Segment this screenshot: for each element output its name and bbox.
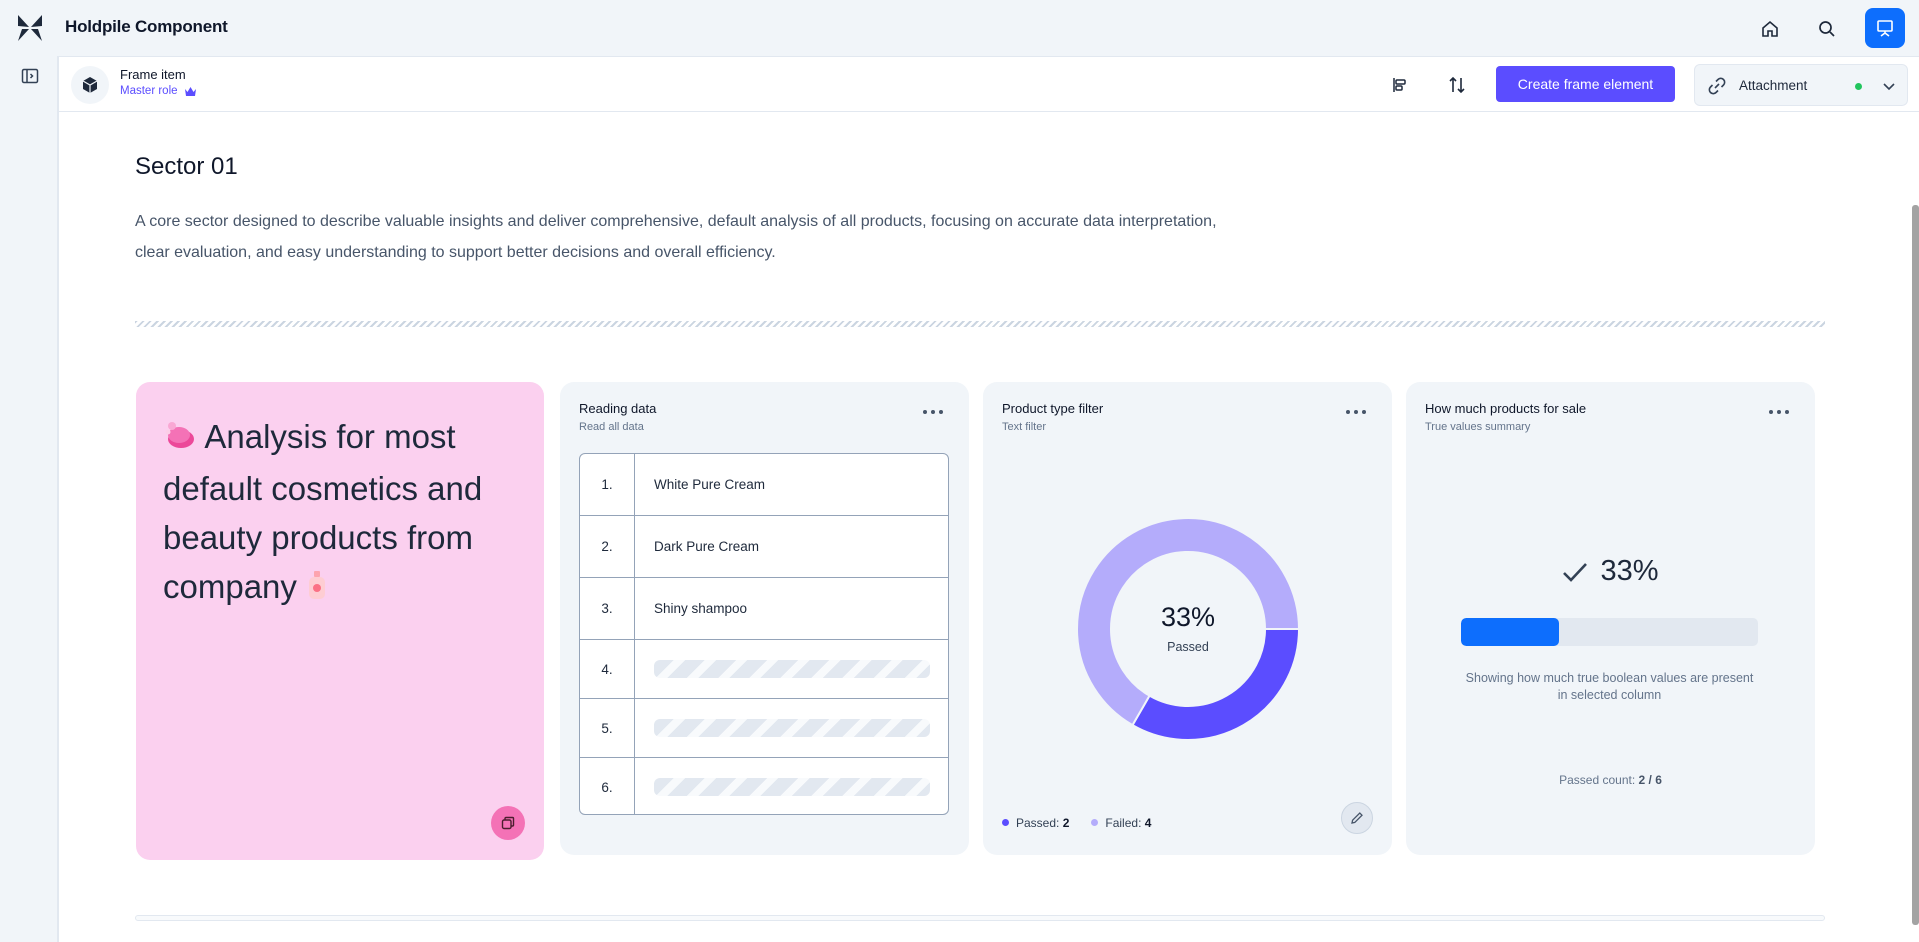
row-value: Shiny shampoo	[654, 601, 748, 616]
align-icon[interactable]	[1386, 71, 1414, 99]
table-row[interactable]: 3. Shiny shampoo	[580, 578, 948, 640]
hero-text: Analysis for most default cosmetics and …	[163, 418, 483, 605]
donut-center-label: Passed	[1167, 640, 1209, 654]
loading-placeholder	[654, 660, 930, 678]
card-title: How much products for sale	[1425, 401, 1587, 416]
scrollbar[interactable]	[1912, 205, 1919, 925]
crown-icon	[184, 86, 196, 96]
copy-button[interactable]	[491, 806, 525, 840]
table-row[interactable]: 4.	[580, 640, 948, 699]
passed-count: Passed count: 2 / 6	[1559, 773, 1662, 787]
card-title: Reading data	[579, 401, 657, 416]
loading-placeholder	[654, 719, 930, 737]
frame-role-label: Master role	[120, 85, 178, 97]
hero-card: Analysis for most default cosmetics and …	[136, 382, 544, 860]
home-icon[interactable]	[1754, 13, 1786, 45]
row-value: Dark Pure Cream	[654, 539, 760, 554]
frame-role[interactable]: Master role	[120, 85, 197, 97]
product-type-filter-card: Product type filter Text filter 33% Pass…	[983, 382, 1392, 855]
row-number: 2.	[580, 516, 635, 577]
donut-chart: 33% Passed	[1076, 517, 1301, 741]
link-icon	[1707, 76, 1727, 101]
attachment-label: Attachment	[1739, 78, 1808, 93]
lotion-bottle-icon	[306, 565, 328, 614]
more-options-icon[interactable]	[1769, 410, 1789, 416]
summary-percent: 33%	[1406, 555, 1815, 588]
presentation-icon[interactable]	[1865, 8, 1905, 48]
table-row[interactable]: 5.	[580, 699, 948, 758]
sector-title: Sector 01	[135, 153, 238, 180]
chevron-down-icon	[1881, 78, 1897, 99]
check-icon	[1563, 562, 1588, 582]
divider-bottom	[135, 915, 1825, 921]
progress-bar	[1461, 618, 1758, 646]
donut-percent: 33%	[1160, 602, 1216, 632]
create-frame-element-button[interactable]: Create frame element	[1496, 66, 1675, 102]
sector-description: A core sector designed to describe valua…	[135, 213, 1217, 261]
frame-toolbar: Frame item Master role Create frame elem…	[59, 57, 1919, 112]
search-icon[interactable]	[1811, 13, 1843, 45]
row-number: 3.	[580, 578, 635, 639]
more-options-icon[interactable]	[1346, 410, 1366, 416]
row-number: 6.	[580, 758, 635, 814]
copy-icon	[501, 816, 515, 830]
divider	[135, 321, 1825, 327]
progress-fill	[1461, 618, 1559, 646]
main-panel: Frame item Master role Create frame elem…	[58, 56, 1919, 942]
attachment-dropdown[interactable]: Attachment	[1694, 64, 1908, 106]
left-rail	[0, 56, 58, 942]
frame-title: Frame item	[120, 67, 186, 82]
app-logo-icon[interactable]	[16, 13, 44, 43]
sort-icon[interactable]	[1443, 71, 1471, 99]
status-dot	[1855, 83, 1862, 90]
table-row[interactable]: 2. Dark Pure Cream	[580, 516, 948, 578]
row-number: 1.	[580, 454, 635, 515]
donut-slice-failed	[1076, 517, 1301, 727]
row-value: White Pure Cream	[654, 477, 766, 492]
sidebar-toggle-icon[interactable]	[20, 66, 40, 86]
pencil-icon	[1351, 812, 1363, 824]
data-table: 1. White Pure Cream 2. Dark Pure Cream 3…	[579, 453, 949, 815]
card-subtitle: True values summary	[1425, 421, 1531, 433]
legend-failed: Failed: 4	[1091, 816, 1151, 830]
top-bar: Holdpile Component	[0, 0, 1919, 56]
summary-description: Showing how much true boolean values are…	[1465, 671, 1754, 702]
card-subtitle: Text filter	[1002, 421, 1047, 433]
soap-icon	[163, 415, 197, 464]
card-title: Product type filter	[1002, 401, 1104, 416]
hero-heading: Analysis for most default cosmetics and …	[163, 412, 533, 614]
app-title: Holdpile Component	[65, 17, 228, 36]
products-for-sale-card: How much products for sale True values s…	[1406, 382, 1815, 855]
legend-passed: Passed: 2	[1002, 816, 1069, 830]
frame-avatar[interactable]	[71, 66, 109, 104]
reading-data-card: Reading data Read all data 1. White Pure…	[560, 382, 969, 855]
chart-legend: Passed: 2 Failed: 4	[1002, 816, 1151, 830]
edit-button[interactable]	[1341, 802, 1373, 834]
row-number: 4.	[580, 640, 635, 698]
row-number: 5.	[580, 699, 635, 757]
loading-placeholder	[654, 778, 930, 796]
table-row[interactable]: 1. White Pure Cream	[580, 454, 948, 516]
table-row[interactable]: 6.	[580, 758, 948, 814]
more-options-icon[interactable]	[923, 410, 943, 416]
card-subtitle: Read all data	[579, 421, 644, 433]
